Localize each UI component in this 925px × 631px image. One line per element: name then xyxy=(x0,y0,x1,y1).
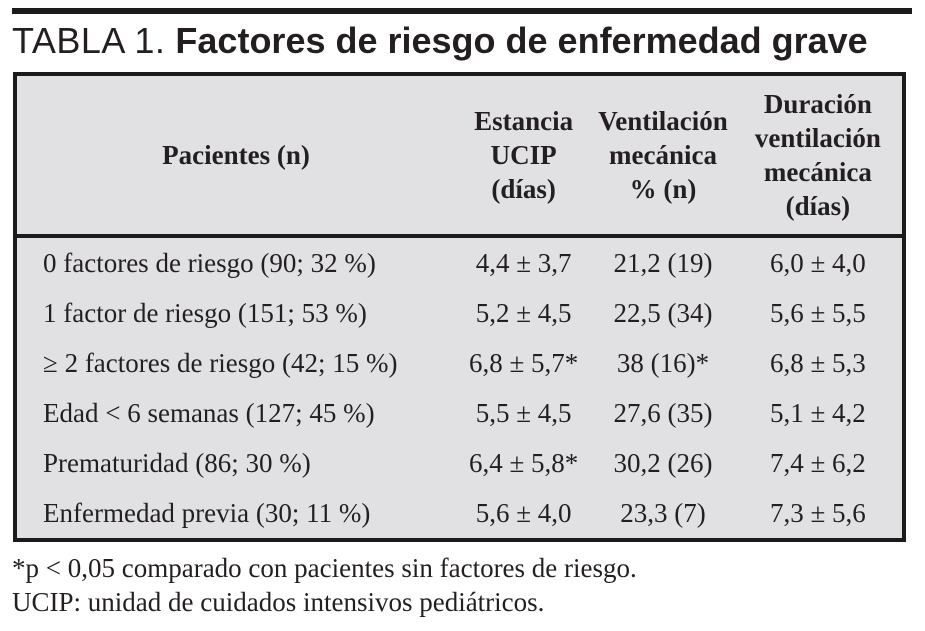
table-footnotes: *p < 0,05 comparado con pacientes sin fa… xyxy=(12,551,637,619)
cell-estancia-ucip: 6,4 ± 5,8* xyxy=(468,447,579,478)
cell-estancia-ucip: 5,6 ± 4,0 xyxy=(475,497,572,528)
table-row: Edad < 6 semanas (127; 45 %) 5,5 ± 4,5 2… xyxy=(17,388,902,438)
table-title: TABLA 1. Factores de riesgo de enfermedad… xyxy=(12,20,868,62)
cell-ventilacion-pct: 23,3 (7) xyxy=(620,497,706,528)
cell-ventilacion-pct: 38 (16)* xyxy=(616,347,710,378)
table-row: Prematuridad (86; 30 %) 6,4 ± 5,8* 30,2 … xyxy=(17,438,902,488)
cell-ventilacion-pct: 22,5 (34) xyxy=(613,297,713,328)
cell-ventilacion-pct: 27,6 (35) xyxy=(613,397,713,428)
cell-row-label: ≥ 2 factores de riesgo (42; 15 %) xyxy=(43,347,398,378)
cell-row-label: 1 factor de riesgo (151; 53 %) xyxy=(43,297,367,328)
header-cell-duracion: Duración ventilación mecánica (días) xyxy=(754,89,881,221)
footnote-pvalue: *p < 0,05 comparado con pacientes sin fa… xyxy=(12,553,637,583)
cell-duracion-vm: 7,4 ± 6,2 xyxy=(769,447,866,478)
cell-ventilacion-pct: 21,2 (19) xyxy=(613,247,713,278)
risk-factors-table: Pacientes (n) Estancia UCIP (días) Venti… xyxy=(13,72,906,542)
table-row: ≥ 2 factores de riesgo (42; 15 %) 6,8 ± … xyxy=(17,338,902,388)
cell-row-label: Prematuridad (86; 30 %) xyxy=(43,447,311,478)
cell-row-label: Edad < 6 semanas (127; 45 %) xyxy=(43,397,375,428)
table-body: 0 factores de riesgo (90; 32 %) 4,4 ± 3,… xyxy=(17,238,902,538)
header-cell-ventilacion: Ventilación mecánica % (n) xyxy=(598,106,728,204)
cell-estancia-ucip: 6,8 ± 5,7* xyxy=(468,347,579,378)
table-header-row: Pacientes (n) Estancia UCIP (días) Venti… xyxy=(17,76,902,238)
table-row: 0 factores de riesgo (90; 32 %) 4,4 ± 3,… xyxy=(17,238,902,288)
cell-duracion-vm: 6,0 ± 4,0 xyxy=(769,247,866,278)
cell-duracion-vm: 7,3 ± 5,6 xyxy=(769,497,866,528)
header-cell-pacientes: Pacientes (n) xyxy=(162,140,310,170)
cell-duracion-vm: 5,1 ± 4,2 xyxy=(769,397,866,428)
cell-row-label: Enfermedad previa (30; 11 %) xyxy=(43,497,371,528)
cell-duracion-vm: 5,6 ± 5,5 xyxy=(769,297,866,328)
table-title-text: Factores de riesgo de enfermedad grave xyxy=(175,20,868,61)
cell-ventilacion-pct: 30,2 (26) xyxy=(613,447,713,478)
cell-estancia-ucip: 5,2 ± 4,5 xyxy=(475,297,572,328)
table-title-prefix: TABLA 1. xyxy=(12,20,166,61)
cell-estancia-ucip: 4,4 ± 3,7 xyxy=(475,247,572,278)
footnote-ucip: UCIP: unidad de cuidados intensivos pedi… xyxy=(12,587,545,617)
cell-duracion-vm: 6,8 ± 5,3 xyxy=(769,347,866,378)
cell-estancia-ucip: 5,5 ± 4,5 xyxy=(475,397,572,428)
table-row: 1 factor de riesgo (151; 53 %) 5,2 ± 4,5… xyxy=(17,288,902,338)
table-row: Enfermedad previa (30; 11 %) 5,6 ± 4,0 2… xyxy=(17,488,902,538)
cell-row-label: 0 factores de riesgo (90; 32 %) xyxy=(43,247,376,278)
header-cell-estancia: Estancia UCIP (días) xyxy=(474,106,574,204)
title-rule xyxy=(12,8,912,14)
